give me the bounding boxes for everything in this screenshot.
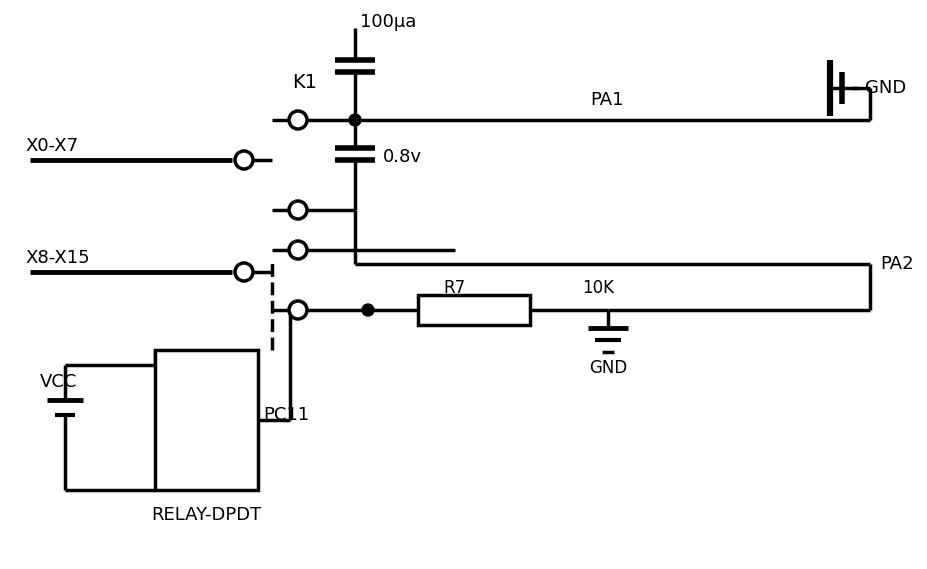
Text: GND: GND xyxy=(589,359,627,377)
Bar xyxy=(155,350,258,490)
Text: PA1: PA1 xyxy=(590,91,623,109)
Circle shape xyxy=(235,263,253,281)
Text: PC11: PC11 xyxy=(262,406,309,424)
Circle shape xyxy=(288,241,307,259)
Text: X0-X7: X0-X7 xyxy=(25,137,78,155)
Text: K1: K1 xyxy=(292,72,317,92)
Circle shape xyxy=(288,301,307,319)
Text: R7: R7 xyxy=(442,279,464,297)
Circle shape xyxy=(235,151,253,169)
Circle shape xyxy=(362,304,374,316)
Text: 0.8v: 0.8v xyxy=(383,148,422,166)
Text: X8-X15: X8-X15 xyxy=(25,249,90,267)
Bar xyxy=(417,295,529,325)
Text: 10K: 10K xyxy=(581,279,614,297)
Text: GND: GND xyxy=(864,79,906,97)
Circle shape xyxy=(288,201,307,219)
Circle shape xyxy=(288,111,307,129)
Circle shape xyxy=(349,114,361,126)
Text: PA2: PA2 xyxy=(879,255,913,273)
Text: 100μa: 100μa xyxy=(360,13,416,31)
Text: RELAY-DPDT: RELAY-DPDT xyxy=(151,506,260,524)
Text: VCC: VCC xyxy=(40,373,77,391)
